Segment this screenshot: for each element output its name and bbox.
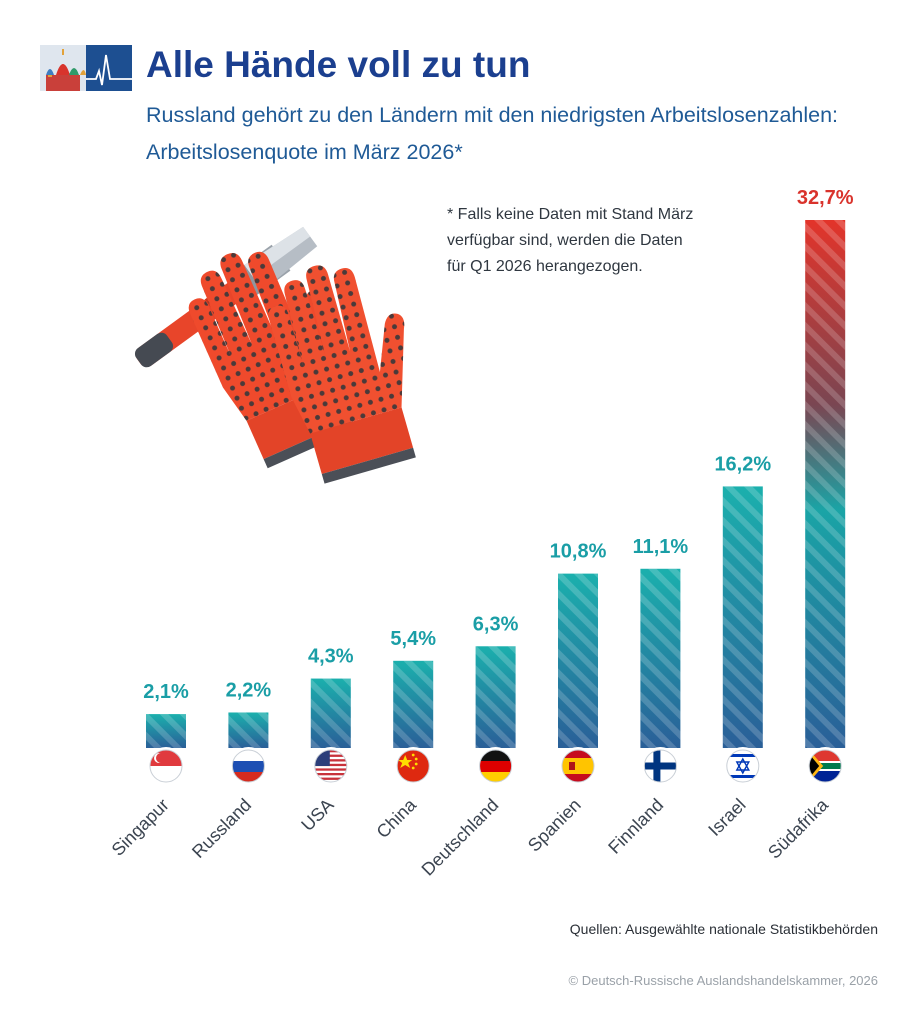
- category-label: Finnland: [604, 795, 667, 858]
- bar-stripes: [310, 678, 351, 748]
- value-label: 10,8%: [550, 541, 607, 563]
- sources-note: Quellen: Ausgewählte nationale Statistik…: [569, 921, 878, 937]
- bar-stripes: [805, 220, 846, 748]
- category-label: Südafrika: [764, 794, 833, 863]
- flag-spain-icon: [559, 747, 597, 785]
- bar-stripes: [146, 714, 186, 748]
- kremlin-heartbeat-logo-icon: [40, 45, 132, 91]
- tools-illustration: [134, 226, 416, 484]
- flag-usa-icon: [311, 747, 350, 785]
- bar-stripes: [722, 486, 763, 748]
- flag-finland-icon: [641, 747, 680, 785]
- copyright-note: © Deutsch-Russische Auslandshandelskamme…: [568, 973, 878, 988]
- flag-israel-icon: [723, 747, 762, 785]
- value-label: 2,2%: [226, 679, 272, 701]
- category-label: Singapur: [108, 795, 173, 860]
- value-label: 4,3%: [308, 646, 354, 668]
- bar-stripes: [393, 660, 434, 748]
- value-label: 32,7%: [797, 187, 854, 209]
- bar-stripes: [228, 712, 269, 748]
- bar-stripes: [558, 573, 598, 748]
- value-label: 11,1%: [633, 536, 689, 558]
- flag-singapore-icon: [147, 747, 185, 785]
- flag-south-africa-icon: [806, 747, 845, 785]
- category-label: China: [373, 794, 421, 842]
- value-label: 6,3%: [473, 613, 519, 635]
- flag-china-icon: [394, 747, 433, 785]
- bar-stripes: [475, 646, 516, 748]
- page-subtitle: Russland gehört zu den Ländern mit den n…: [146, 103, 839, 164]
- category-label: Russland: [188, 795, 255, 862]
- page-title: Alle Hände voll zu tun: [146, 44, 531, 85]
- category-label: Deutschland: [418, 795, 503, 880]
- value-label: 16,2%: [714, 453, 771, 475]
- value-label: 2,1%: [143, 681, 189, 703]
- value-label: 5,4%: [390, 628, 436, 650]
- footnote: * Falls keine Daten mit Stand März verfü…: [447, 206, 694, 275]
- category-label: Spanien: [524, 795, 585, 856]
- category-label: USA: [297, 795, 337, 835]
- work-gloves-icon: [188, 251, 416, 484]
- bar-stripes: [640, 568, 681, 748]
- flag-russia-icon: [229, 747, 268, 785]
- flag-germany-icon: [476, 747, 515, 785]
- category-label: Israel: [704, 795, 749, 840]
